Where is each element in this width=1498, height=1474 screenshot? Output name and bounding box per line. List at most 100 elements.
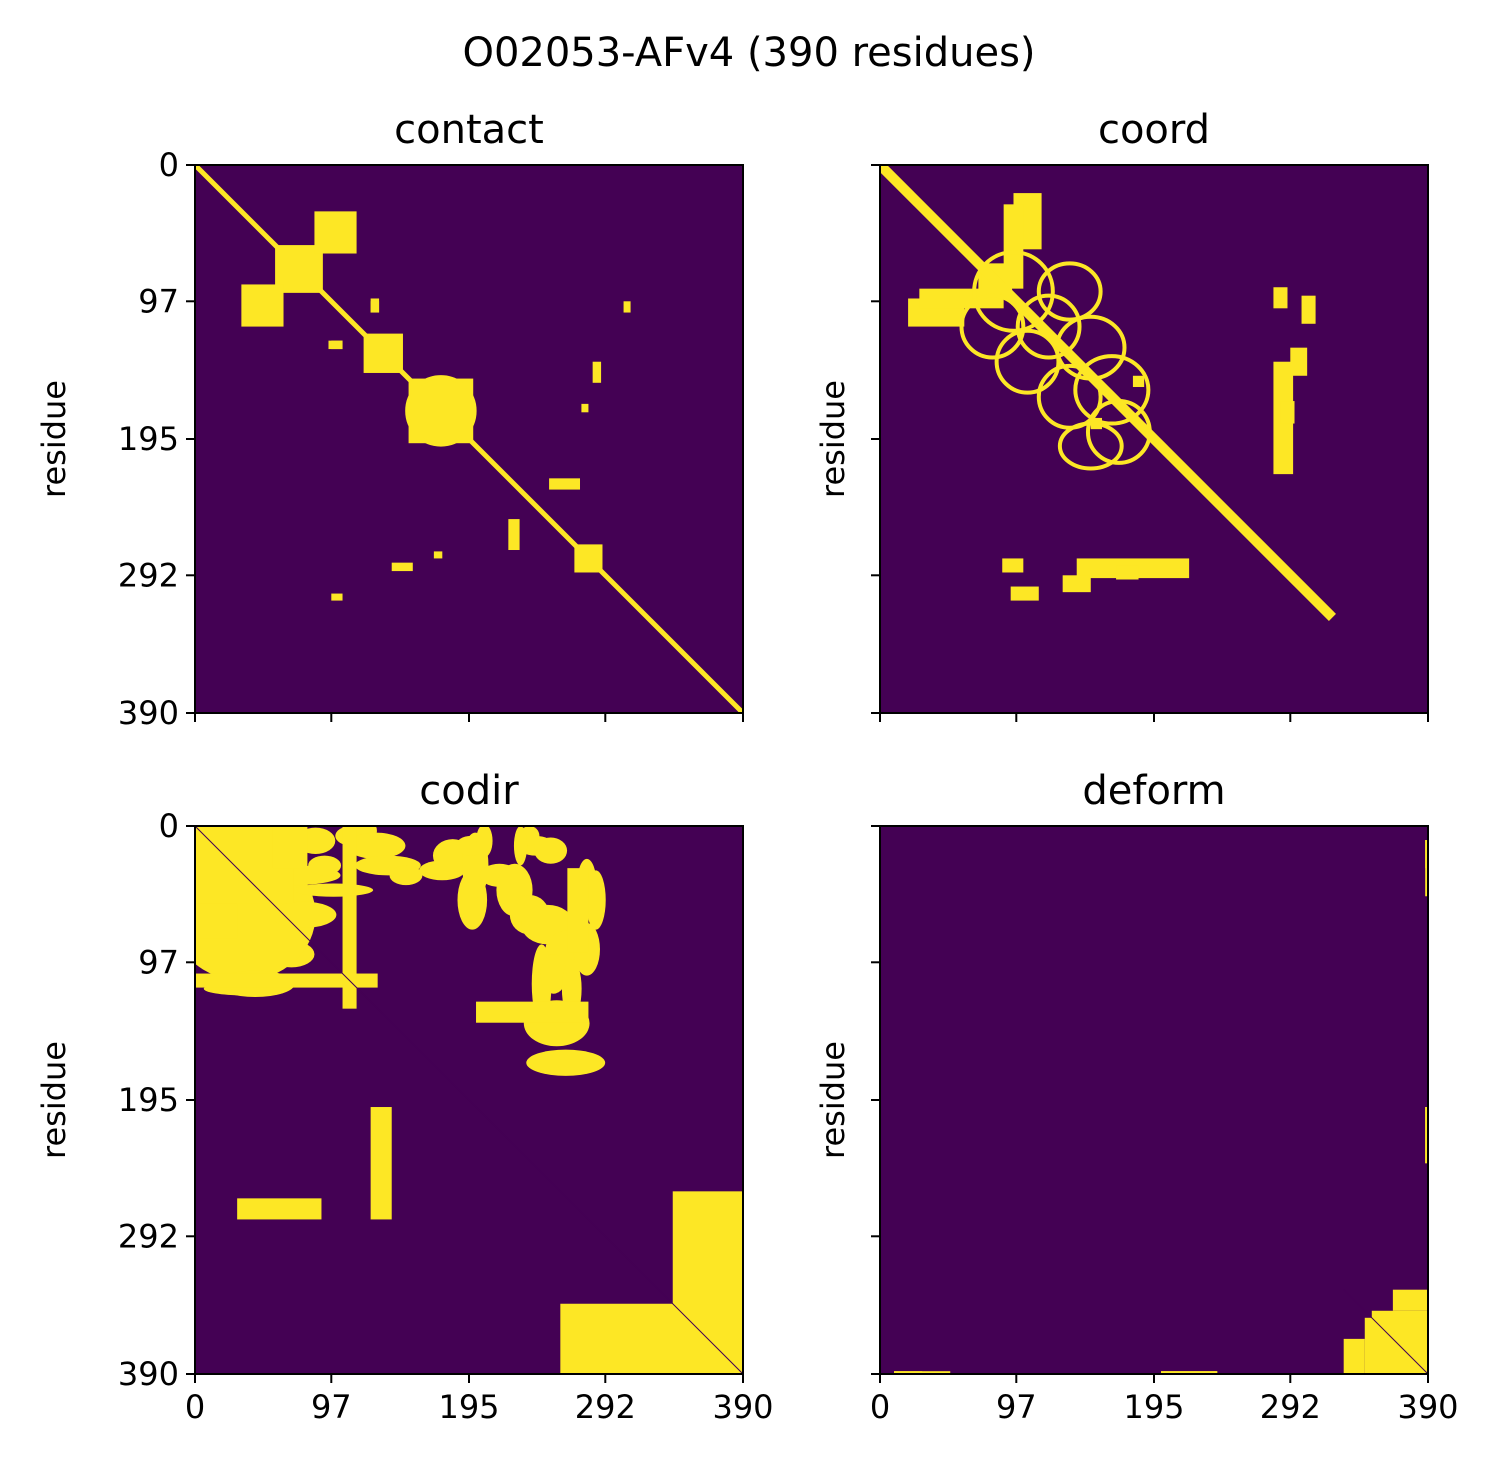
codir-region [346,832,406,859]
map-ring [1057,421,1124,471]
codir-region [389,865,423,886]
diagonal-line [880,165,1336,621]
x-tick-label: 292 [1260,1388,1321,1426]
y-tick-label: 97 [138,943,179,981]
y-tick-label: 390 [118,694,179,732]
codir-region [513,826,528,866]
diagonal-line [1343,1289,1428,1374]
heatmap-area [880,165,1428,713]
map-region-mirror [342,826,357,1009]
map-region-mirror [314,211,357,254]
map-region [549,478,581,490]
map-region-mirror [1010,586,1039,601]
map-ring [1015,293,1082,360]
map-region [331,340,343,350]
map-region [1280,401,1295,424]
map-ring [1036,261,1103,322]
heatmap-background [880,826,1428,1374]
map-region-mirror [1003,204,1024,289]
map-region [919,288,1004,309]
heatmap-area [880,826,1428,1374]
map-ring [972,250,1055,333]
map-ring [1073,354,1151,426]
x-tick-label: 0 [870,1388,890,1426]
x-tick-label: 195 [1123,1388,1184,1426]
map-ring [959,293,1026,360]
map-ring [994,328,1061,395]
map-region-mirror [370,301,380,313]
panel-contact: 0 97 195 292 390 contact residue [35,107,744,732]
map-ring [405,375,477,447]
map-region [581,403,589,413]
panel-deform: 0 97 195 292 390 deform residue [814,768,1459,1426]
x-tick-label: 390 [1397,1388,1458,1426]
y-axis-label: residue [814,380,852,498]
map-region [1161,1371,1218,1374]
map-region [894,1371,951,1374]
map-region-mirror [331,593,343,601]
y-axis-label: residue [35,380,73,498]
panel-title: contact [394,107,544,153]
map-region-mirror [1273,287,1288,309]
map-region [1002,558,1024,573]
map-region-mirror [672,1191,743,1374]
map-region-mirror [1062,575,1091,593]
codir-region [526,1049,606,1076]
y-axis-label: residue [35,1041,73,1159]
map-region-mirror [476,1001,589,1023]
map-region-mirror [508,519,520,551]
map-region-mirror [1425,1107,1428,1164]
map-region [623,301,631,313]
map-region-mirror [433,551,443,559]
heatmap-area [195,165,743,713]
y-axis-label: residue [814,1041,852,1159]
y-tick-label: 292 [118,1217,179,1255]
map-region [391,562,413,572]
codir-region [534,837,568,864]
y-tick-label: 292 [118,556,179,594]
x-tick-label: 0 [185,1388,205,1426]
diagonal-line [195,826,743,1374]
codir-region [294,883,374,897]
map-region-mirror [1343,1338,1365,1374]
x-tick-label: 97 [311,1388,352,1426]
map-region [195,973,378,988]
y-tick-label: 195 [118,1081,179,1119]
map-region [370,1107,392,1220]
panel-title: codir [419,768,519,814]
heatmap-area [195,826,743,1374]
map-region-mirror [1132,375,1145,388]
diagonal-line [195,165,743,713]
map-region-mirror [272,826,308,869]
y-tick-label: 0 [159,807,179,845]
x-tick-label: 292 [575,1388,636,1426]
panel-title: coord [1098,107,1210,153]
map-region [241,284,284,327]
panel-title: deform [1082,768,1225,814]
x-tick-label: 195 [438,1388,499,1426]
map-region [195,903,238,939]
codir-region [540,954,567,994]
codir-region [585,870,606,930]
map-region-mirror [1364,1317,1428,1374]
map-region-mirror [592,361,602,383]
panels: 0 97 195 292 390 contact residue coord residue 0 9… [35,107,1459,1426]
panel-coord: coord residue [814,107,1429,722]
map-region [1290,347,1308,376]
map-region-mirror [1116,565,1139,580]
map-region [1392,1289,1428,1311]
codir-region [476,826,493,858]
map-region [1301,295,1316,324]
codir-region [308,855,342,876]
y-tick-label: 195 [118,420,179,458]
y-tick-label: 0 [159,146,179,184]
y-tick-label: 97 [138,282,179,320]
y-tick-label: 390 [118,1355,179,1393]
map-region-mirror [1425,840,1428,897]
x-tick-label: 390 [712,1388,773,1426]
figure-title: O02053-AFv4 (390 residues) [462,30,1035,76]
map-region [237,1198,322,1220]
x-tick-label: 97 [996,1388,1037,1426]
